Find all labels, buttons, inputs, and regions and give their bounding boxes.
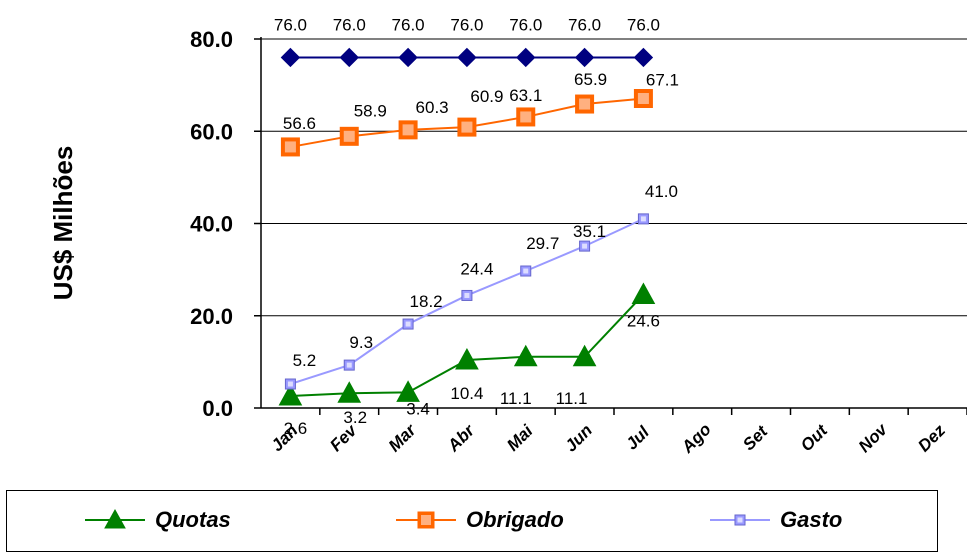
data-label-quotas: 11.1 — [500, 389, 532, 408]
legend-item-obrigado: Obrigado — [396, 505, 564, 535]
x-tick-label: Ago — [677, 420, 715, 458]
obrigado-point-inner — [284, 141, 296, 153]
legend-item-gasto: Gasto — [710, 505, 842, 535]
data-label-quotas: 24.6 — [627, 312, 660, 331]
y-tick-labels: 0.0 20.0 40.0 60.0 80.0 — [190, 27, 233, 421]
x-tick-label: Out — [797, 420, 832, 455]
obrigado-point-inner — [637, 93, 649, 105]
quotas-point — [278, 383, 303, 406]
data-label-total: 76.0 — [274, 15, 307, 34]
y-tick-label: 20.0 — [190, 304, 233, 329]
data-labels: 2.6 3.2 3.4 10.4 11.1 11.1 24.6 56.6 58.9 60.3 60.… — [274, 15, 679, 438]
legend: Quotas Obrigado Gasto — [6, 490, 938, 552]
legend-item-quotas: Quotas — [85, 505, 231, 535]
data-label-obrigado: 67.1 — [646, 71, 679, 90]
square-marker-icon — [396, 511, 456, 529]
data-label-gasto: 24.4 — [460, 259, 493, 278]
data-label-obrigado: 63.1 — [509, 86, 542, 105]
data-label-total: 76.0 — [509, 15, 542, 34]
total-point — [398, 47, 418, 68]
series-group — [278, 47, 656, 406]
quotas-point — [513, 344, 538, 367]
data-label-obrigado: 60.9 — [470, 87, 503, 106]
x-tick-label: Set — [739, 421, 772, 454]
legend-label-obrigado: Obrigado — [466, 507, 564, 532]
gasto-point-inner — [582, 243, 588, 249]
quotas-point — [337, 381, 362, 403]
obrigado-point-inner — [461, 121, 473, 133]
data-label-quotas: 11.1 — [556, 389, 588, 408]
data-label-gasto: 18.2 — [410, 292, 443, 311]
data-label-gasto: 5.2 — [293, 351, 317, 370]
data-label-gasto: 41.0 — [645, 182, 678, 201]
data-label-obrigado: 65.9 — [574, 70, 607, 89]
x-tick-label: Abr — [443, 420, 479, 456]
small-square-marker-icon — [710, 514, 770, 526]
obrigado-point-inner — [402, 124, 414, 136]
obrigado-point-inner — [520, 111, 532, 123]
data-label-total: 76.0 — [333, 15, 366, 34]
y-tick-label: 40.0 — [190, 212, 233, 237]
total-point — [280, 47, 301, 68]
data-label-obrigado: 58.9 — [354, 101, 387, 120]
y-tick-label: 0.0 — [202, 396, 233, 421]
gasto-point-inner — [523, 268, 529, 274]
data-label-total: 76.0 — [450, 15, 483, 34]
data-label-obrigado: 60.3 — [416, 98, 449, 117]
y-tick-label: 80.0 — [190, 27, 233, 52]
gasto-point-inner — [405, 321, 411, 327]
obrigado-point-inner — [343, 130, 355, 142]
total-point — [516, 47, 536, 68]
data-label-gasto: 35.1 — [573, 222, 606, 241]
gasto-point-inner — [346, 362, 352, 368]
total-point — [574, 47, 595, 68]
data-label-obrigado: 56.6 — [283, 114, 316, 133]
data-label-total: 76.0 — [392, 15, 425, 34]
triangle-marker-icon — [85, 508, 145, 529]
legend-label-gasto: Gasto — [780, 507, 843, 532]
obrigado-point-inner — [579, 98, 591, 110]
data-label-total: 76.0 — [627, 15, 660, 34]
quotas-point — [572, 344, 597, 367]
legend-label-quotas: Quotas — [155, 507, 231, 532]
y-axis-label: US$ Milhões — [48, 146, 78, 301]
x-tick-label: Mai — [503, 420, 537, 454]
data-label-quotas: 3.4 — [406, 399, 430, 418]
data-label-quotas: 10.4 — [450, 384, 483, 403]
data-label-gasto: 29.7 — [526, 234, 559, 253]
series-line-quotas — [290, 293, 645, 398]
line-chart: US$ Milhões 0.020.040.060.080.0 Jan Fev Ma… — [48, 15, 967, 457]
gridlines — [261, 38, 967, 317]
y-tick-label: 60.0 — [190, 119, 233, 144]
x-tick-label: Nov — [855, 419, 892, 456]
gasto-point-inner — [287, 381, 293, 387]
x-tick-label: Mar — [385, 420, 421, 456]
data-label-gasto: 9.3 — [349, 333, 373, 352]
total-point — [339, 47, 359, 68]
data-label-quotas: 2.6 — [284, 419, 308, 438]
x-tick-label: Jun — [561, 421, 596, 456]
axes — [254, 37, 967, 415]
quotas-point — [455, 347, 479, 370]
total-point — [457, 47, 477, 68]
x-tick-label: Jul — [622, 422, 654, 454]
quotas-point — [631, 282, 656, 305]
gasto-point-inner — [464, 292, 470, 298]
gasto-point-inner — [640, 216, 646, 222]
data-label-total: 76.0 — [568, 15, 601, 34]
x-tick-label: Dez — [914, 420, 949, 455]
total-point — [633, 47, 654, 68]
x-tick-labels: Jan Fev Mar Abr Mai Jun Jul Ago Set Out Nov Dez — [267, 419, 949, 457]
quotas-point — [396, 380, 420, 402]
data-label-quotas: 3.2 — [343, 408, 367, 427]
